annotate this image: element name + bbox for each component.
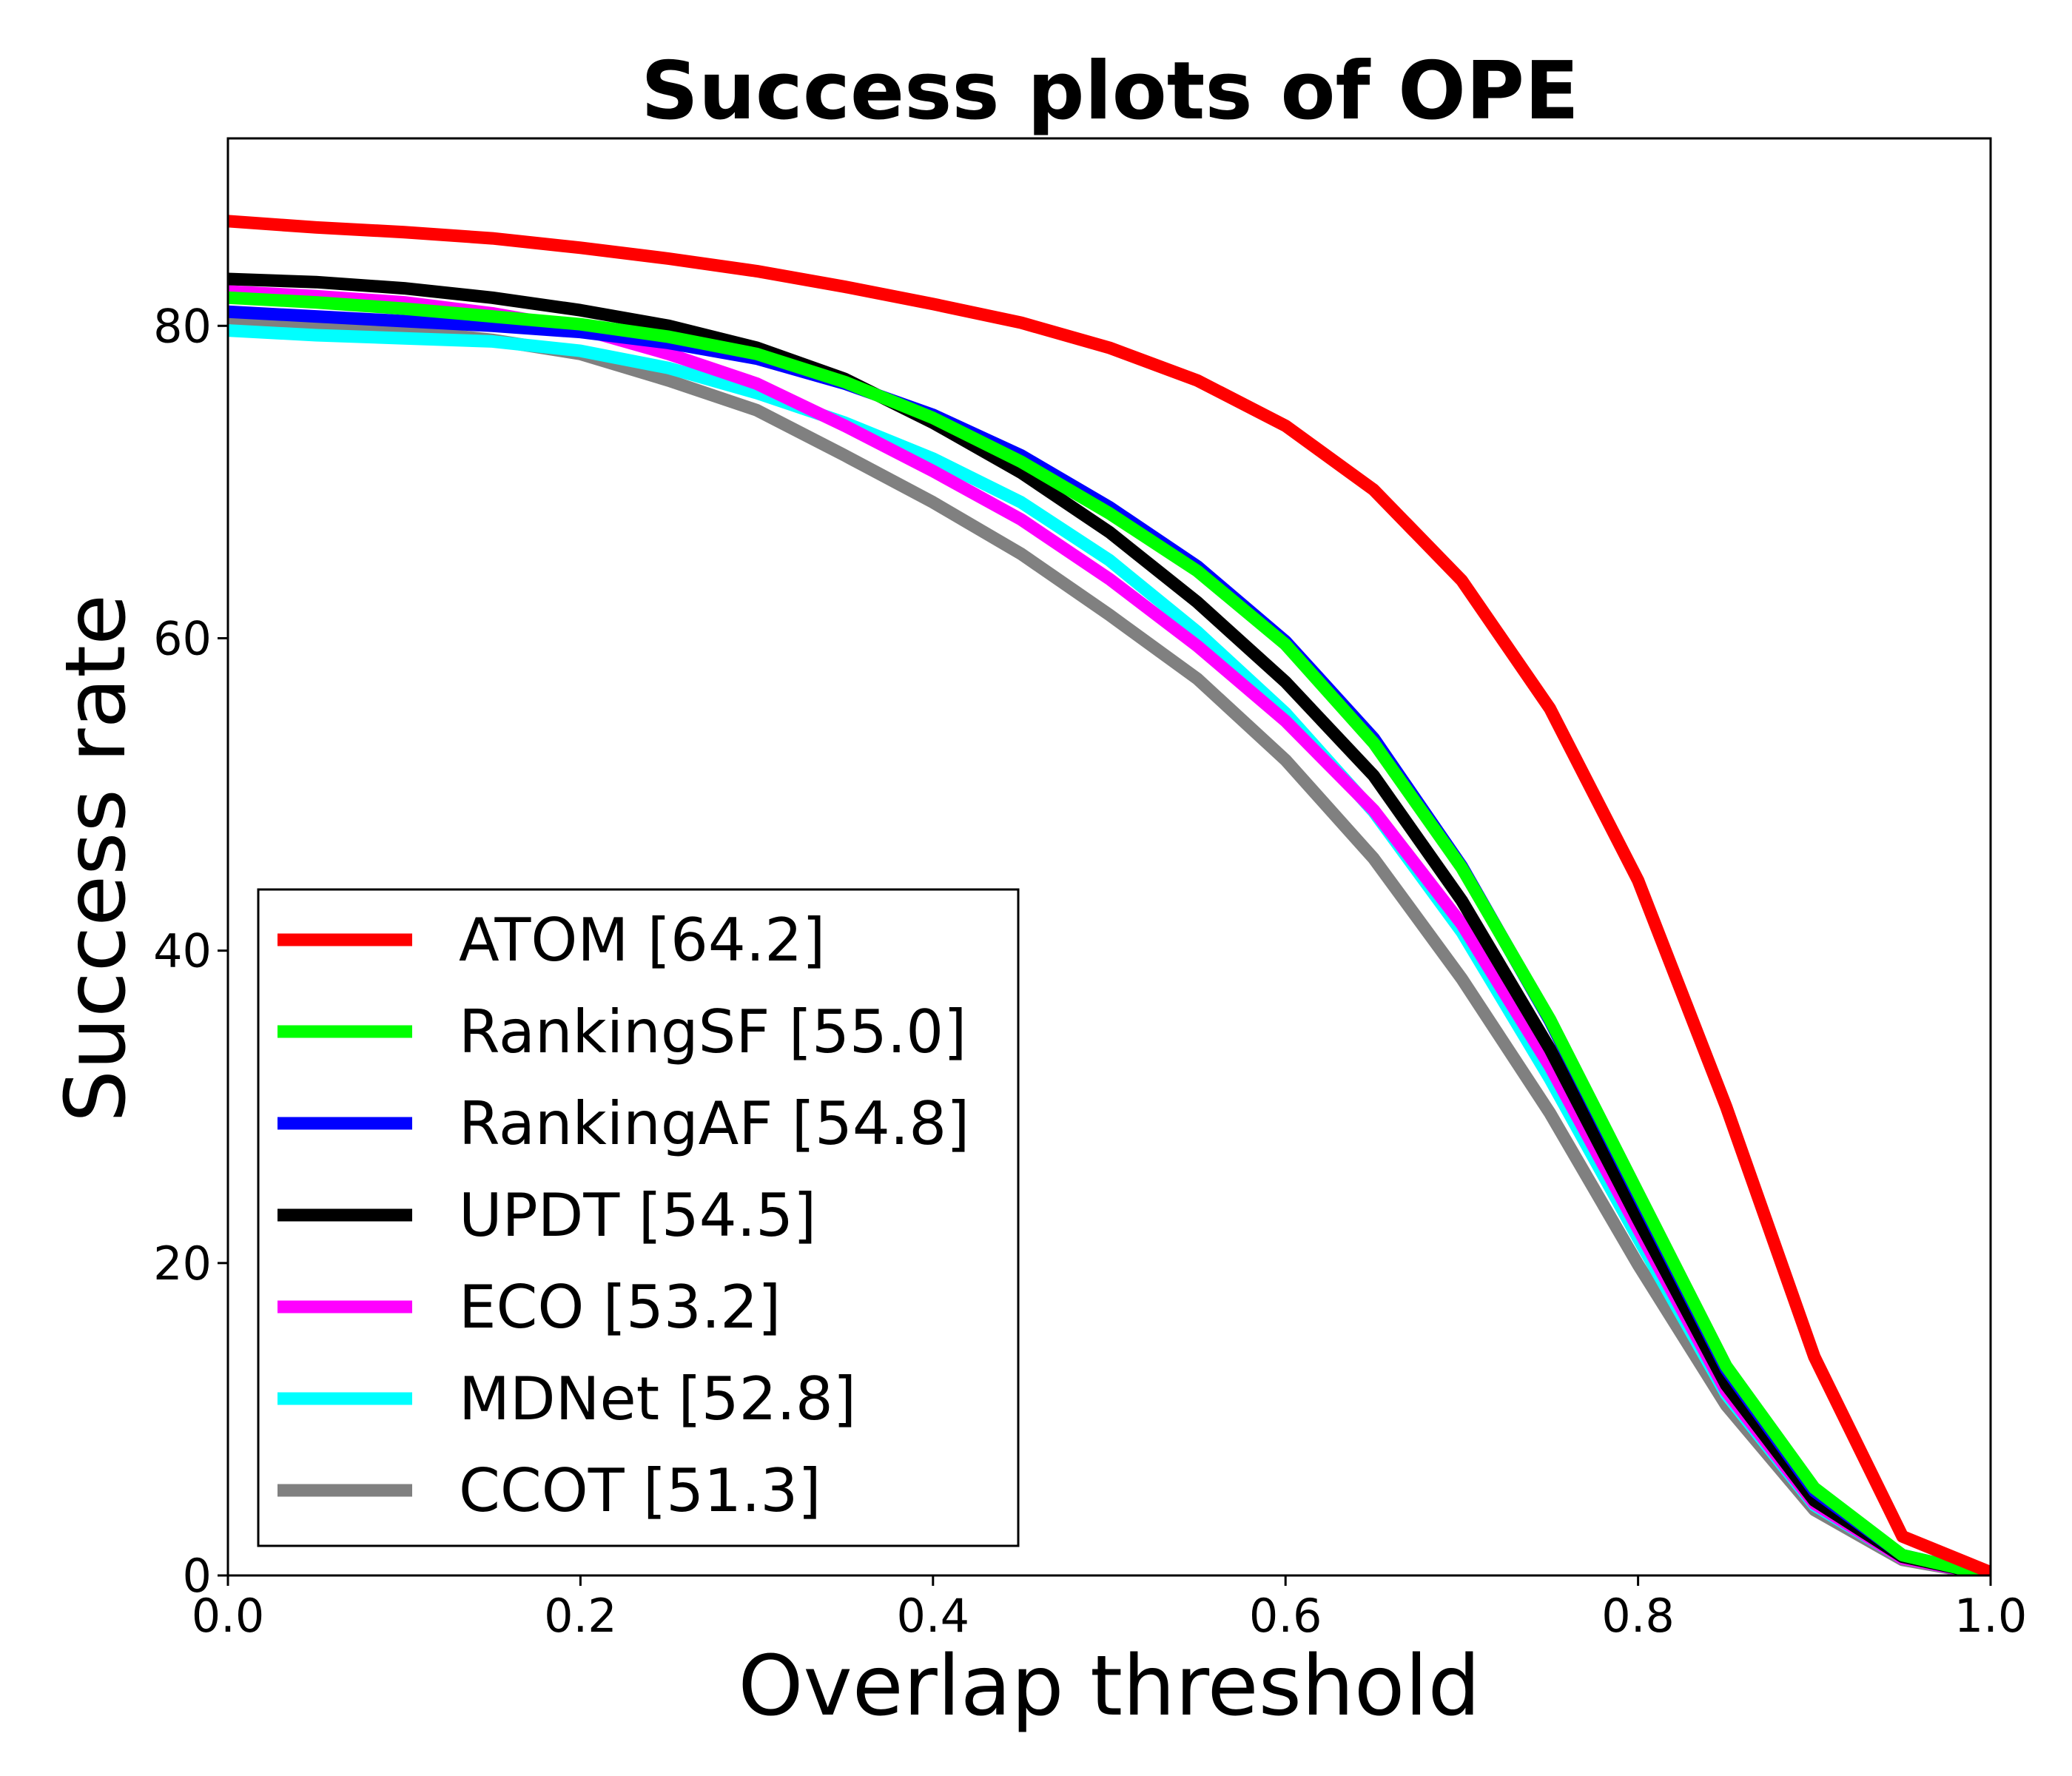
legend-label-2: RankingAF [54.8] bbox=[459, 1089, 969, 1158]
y-axis-label: Success rate bbox=[48, 594, 144, 1123]
series-lines bbox=[228, 215, 1991, 1575]
x-tick-label: 0.0 bbox=[192, 1589, 265, 1643]
plot-area bbox=[228, 215, 1991, 1575]
x-tick-label: 0.8 bbox=[1601, 1589, 1675, 1643]
plot-frame bbox=[226, 137, 1992, 1577]
chart-title: Success plots of OPE bbox=[641, 45, 1579, 138]
y-tick-label: 80 bbox=[153, 299, 212, 353]
legend: ATOM [64.2] RankingSF [55.0] RankingAF [54… bbox=[257, 888, 1020, 1547]
legend-label-1: RankingSF [55.0] bbox=[459, 998, 966, 1066]
y-tick-label: 60 bbox=[153, 611, 212, 665]
series-line-1 bbox=[228, 291, 1991, 1575]
x-tick-label: 1.0 bbox=[1954, 1589, 2028, 1643]
y-tick-label: 40 bbox=[153, 924, 212, 978]
y-axis-ticks: 0 20 40 60 80 bbox=[153, 299, 228, 1603]
series-line-0 bbox=[228, 215, 1991, 1575]
legend-label-5: MDNet [52.8] bbox=[459, 1365, 856, 1433]
x-tick-label: 0.4 bbox=[896, 1589, 969, 1643]
series-line-3 bbox=[228, 272, 1991, 1575]
x-tick-label: 0.2 bbox=[544, 1589, 617, 1643]
x-axis-ticks: 0.0 0.2 0.4 0.6 0.8 1.0 bbox=[192, 1575, 2028, 1643]
legend-label-6: CCOT [51.3] bbox=[459, 1456, 821, 1525]
x-tick-label: 0.6 bbox=[1249, 1589, 1322, 1643]
x-axis-label: Overlap threshold bbox=[738, 1638, 1480, 1735]
legend-label-0: ATOM [64.2] bbox=[459, 906, 825, 975]
legend-label-4: ECO [53.2] bbox=[459, 1273, 781, 1342]
legend-label-3: UPDT [54.5] bbox=[459, 1181, 816, 1250]
y-tick-label: 20 bbox=[153, 1237, 212, 1291]
y-tick-label: 0 bbox=[183, 1549, 212, 1603]
